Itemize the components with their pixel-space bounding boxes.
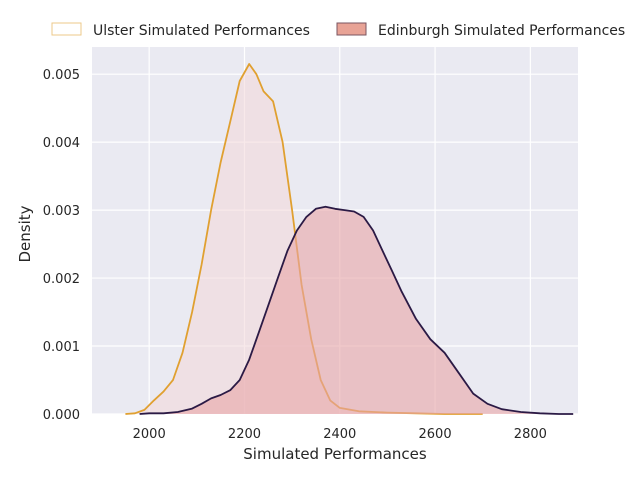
y-tick-label: 0.003: [43, 204, 80, 219]
series-area-1: [139, 206, 574, 414]
legend-label-edinburgh: Edinburgh Simulated Performances: [378, 23, 625, 39]
legend-swatch-ulster: [51, 22, 82, 36]
legend-label-ulster: Ulster Simulated Performances: [93, 23, 310, 39]
series-line-1: [139, 205, 574, 415]
y-tick-label: 0.002: [43, 272, 80, 287]
series-area-0: [125, 64, 483, 414]
x-tick-label: 2000: [133, 427, 166, 442]
y-tick-label: 0.000: [43, 408, 80, 423]
x-axis-label: Simulated Performances: [243, 445, 427, 463]
x-tick-label: 2200: [228, 427, 261, 442]
series-layer: [125, 63, 574, 415]
x-tick-label: 2400: [323, 427, 356, 442]
legend: Ulster Simulated Performances Edinburgh …: [51, 22, 625, 39]
y-tick-label: 0.001: [43, 340, 80, 355]
y-tick-label: 0.005: [43, 68, 80, 83]
x-axis-ticks: 2000 2200 2400 2600 2800: [133, 427, 547, 442]
y-axis-label: Density: [16, 205, 34, 262]
legend-swatch-edinburgh: [336, 22, 367, 36]
y-tick-label: 0.004: [43, 136, 80, 151]
x-tick-label: 2600: [419, 427, 452, 442]
y-axis-ticks: 0.000 0.001 0.002 0.003 0.004 0.005: [43, 68, 80, 423]
x-tick-label: 2800: [514, 427, 547, 442]
